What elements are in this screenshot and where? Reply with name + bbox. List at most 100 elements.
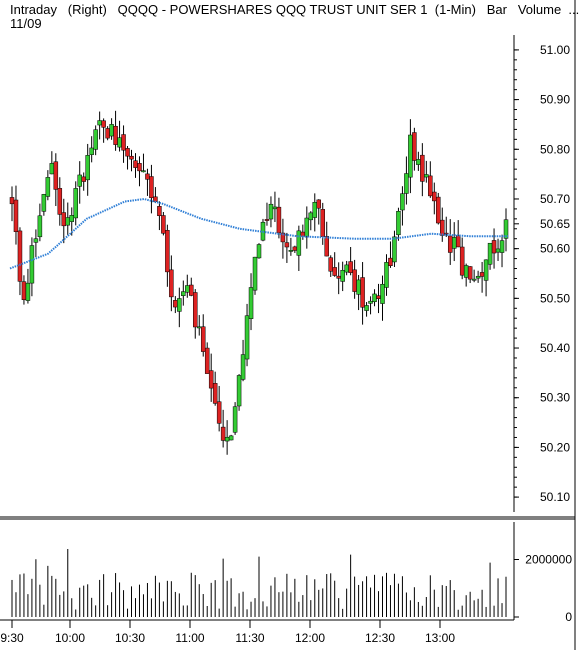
candle — [388, 241, 393, 268]
candle-up-body — [33, 238, 39, 243]
candle-up-body — [65, 217, 71, 226]
candle-down-body — [193, 292, 198, 328]
candle — [41, 193, 47, 216]
price-tick-label: 50.10 — [540, 490, 570, 504]
candle — [61, 198, 67, 244]
candle — [436, 192, 441, 225]
candle-up-body — [304, 217, 310, 237]
candle-down-body — [436, 196, 441, 224]
candle-down-body — [125, 148, 130, 157]
candle — [228, 434, 234, 441]
candle — [428, 161, 433, 198]
candle — [408, 119, 413, 194]
candle — [165, 224, 170, 287]
candle — [141, 153, 146, 173]
candle-down-body — [352, 269, 357, 292]
candle — [404, 156, 409, 205]
candle — [352, 259, 357, 299]
candle — [113, 110, 118, 151]
candle — [268, 196, 274, 228]
candle — [443, 216, 449, 237]
time-tick-label: 10:30 — [115, 631, 145, 645]
volume-series — [11, 548, 507, 617]
candle-down-body — [479, 272, 485, 277]
candle — [471, 269, 477, 283]
candle-down-body — [332, 267, 337, 276]
chart-date: 11/09 — [10, 16, 42, 31]
candle — [196, 315, 202, 336]
candle — [491, 228, 497, 269]
candle-down-body — [428, 175, 433, 197]
price-tick-label: 51.00 — [540, 43, 570, 57]
candle — [73, 181, 78, 226]
price-tick-label: 50.80 — [540, 142, 570, 156]
candle-down-body — [157, 206, 162, 217]
price-tick-label: 50.50 — [540, 291, 570, 305]
time-tick-label: 11:00 — [175, 631, 204, 645]
candle — [125, 145, 130, 170]
candle — [57, 177, 63, 226]
candle-down-body — [467, 266, 473, 280]
volume-axis: 2000000 0 — [514, 553, 572, 624]
candle — [340, 261, 345, 292]
candle-up-body — [483, 259, 489, 281]
candle — [372, 289, 377, 307]
candle-down-body — [161, 215, 166, 234]
candle-down-body — [328, 257, 333, 272]
candle-up-body — [392, 236, 397, 263]
candle — [216, 385, 222, 432]
candle — [300, 224, 306, 240]
candle-up-body — [181, 291, 186, 296]
candle-up-body — [244, 315, 250, 360]
candle-down-body — [208, 370, 214, 389]
candle-up-body — [196, 326, 202, 329]
candle — [292, 245, 298, 253]
candle — [224, 420, 230, 455]
candle — [236, 374, 242, 411]
candle — [336, 262, 341, 295]
candle-down-body — [101, 120, 106, 128]
candle — [45, 170, 51, 201]
candle-up-body — [396, 211, 401, 236]
candle-up-body — [308, 212, 314, 221]
candle-down-body — [53, 161, 59, 190]
candle-up-body — [356, 279, 361, 295]
candle — [37, 203, 43, 242]
candle — [451, 222, 457, 262]
candle-down-body — [316, 199, 322, 209]
candle-up-body — [85, 155, 90, 181]
candle-up-body — [117, 137, 122, 148]
moving-average-line — [9, 197, 508, 270]
price-tick-label: 50.30 — [540, 391, 570, 405]
candle — [93, 125, 98, 156]
candle — [121, 125, 126, 163]
candle — [276, 197, 282, 239]
candle — [109, 118, 114, 140]
time-tick-label: 9:30 — [0, 631, 24, 645]
candle-up-body — [312, 202, 318, 218]
candle-up-body — [232, 406, 238, 433]
candle-down-body — [149, 176, 154, 199]
candle-up-body — [272, 206, 278, 210]
price-tick-label: 50.65 — [540, 217, 570, 231]
candle — [467, 266, 473, 284]
candle — [212, 371, 218, 406]
candle-up-body — [499, 240, 505, 253]
candle — [89, 136, 94, 163]
candle-down-body — [212, 383, 218, 404]
candle — [25, 268, 31, 304]
candle-up-body — [424, 174, 429, 178]
candle-down-body — [348, 261, 353, 273]
candle — [424, 160, 429, 183]
chart-title: Intraday (Right) QQQQ - POWERSHARES QQQ … — [10, 2, 580, 17]
candle-up-body — [471, 278, 477, 281]
candle — [308, 211, 314, 231]
candle-up-body — [224, 436, 230, 442]
candle — [252, 256, 258, 295]
candle-down-body — [17, 230, 23, 282]
candle — [49, 151, 55, 175]
candle-up-body — [45, 177, 51, 197]
candle — [9, 186, 15, 222]
candle-up-body — [93, 129, 98, 150]
price-tick-label: 50.60 — [540, 242, 570, 256]
